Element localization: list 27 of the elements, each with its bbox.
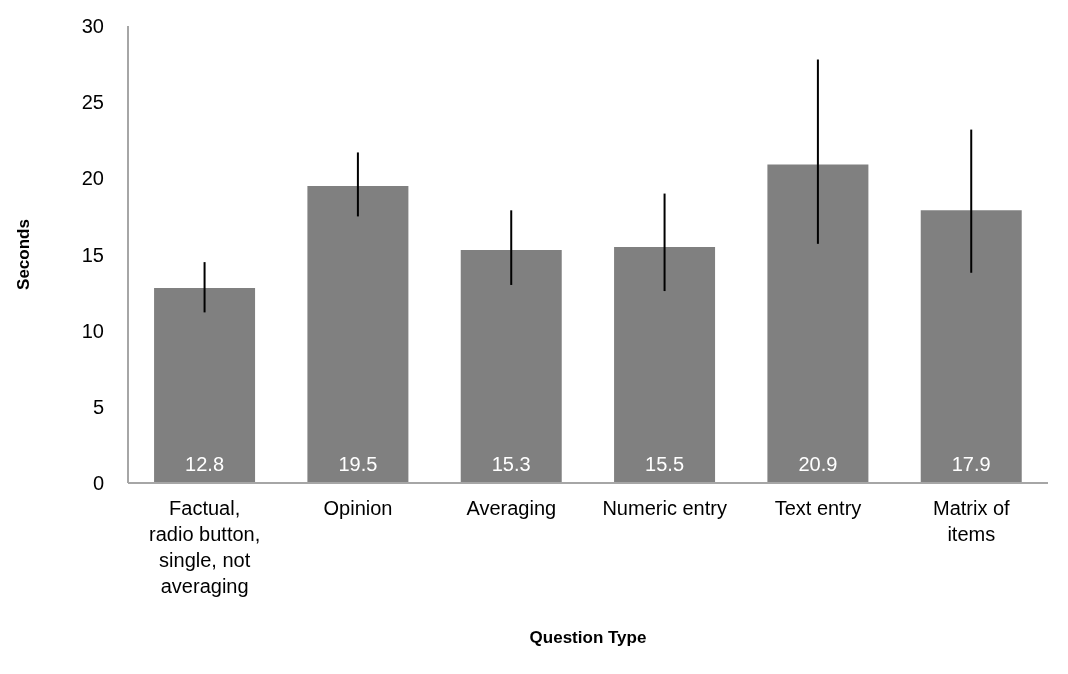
x-tick-label: Matrix of items (932, 497, 1011, 545)
y-tick-label: 5 (92, 395, 104, 418)
bar (460, 249, 562, 483)
data-label: 15.5 (645, 453, 685, 475)
y-tick-label: 25 (81, 91, 104, 114)
y-tick-label: 10 (81, 319, 104, 342)
x-tick-label: Factual, radio button, single, not averaging (149, 497, 261, 597)
data-label: 17.9 (951, 453, 991, 475)
y-tick-label: 20 (81, 167, 104, 190)
bar (307, 185, 409, 483)
bar (920, 210, 1022, 483)
x-axis-title: Question Type (529, 628, 647, 647)
x-tick-label: Text entry (774, 497, 862, 519)
data-label: 19.5 (338, 453, 378, 475)
y-tick-label: 0 (92, 472, 104, 495)
bar (614, 246, 716, 483)
x-tick-label: Opinion (323, 497, 393, 519)
data-label: 20.9 (798, 453, 838, 475)
y-axis-title: Seconds (14, 219, 34, 290)
bar (154, 288, 256, 483)
x-tick-label: Averaging (466, 497, 557, 519)
y-tick-label: 30 (81, 15, 104, 38)
data-label: 12.8 (185, 453, 225, 475)
data-label: 15.3 (491, 453, 531, 475)
x-tick-label: Numeric entry (602, 497, 727, 519)
y-tick-label: 15 (81, 243, 104, 266)
bar (767, 164, 869, 483)
